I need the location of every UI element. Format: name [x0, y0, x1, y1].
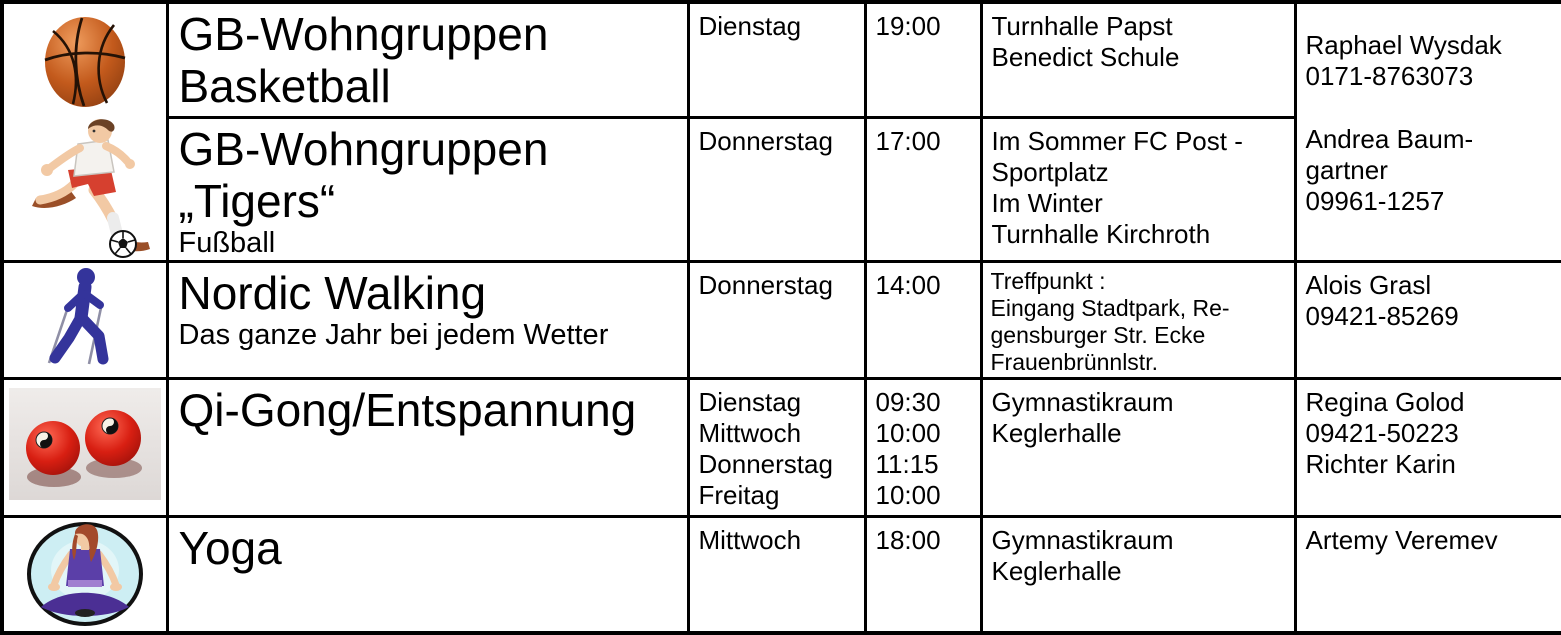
icon-cell-yoga: [0, 514, 169, 635]
location-line: Turnhalle Papst: [991, 11, 1173, 41]
contact-name: Andrea Baum-: [1305, 124, 1474, 154]
time-cell: 17:00: [863, 115, 983, 263]
contact-cell: Regina Golod 09421-50223 Richter Karin: [1293, 376, 1561, 518]
contact-phone: 09421-50223: [1305, 417, 1459, 448]
location-line: Im Winter: [991, 187, 1103, 218]
row-yoga: Yoga Mittwoch 18:00 Gymnastikraum Kegler…: [0, 514, 1561, 635]
time-cell: 14:00: [863, 259, 983, 380]
icon-cell-qi-gong: [0, 376, 169, 518]
row-qi-gong: Qi-Gong/Entspannung Dienstag Mittwoch Do…: [0, 376, 1561, 518]
activity-title-cell: Qi-Gong/Entspannung: [165, 376, 690, 518]
time-label: 11:15: [875, 448, 939, 479]
day-label: Mittwoch: [698, 524, 802, 555]
contact-cell-shared: Raphael Wysdak 0171-8763073 Andrea Baum-…: [1293, 0, 1561, 263]
activity-title-line: „Tigers“: [178, 174, 336, 227]
contact-phone: 09961-1257: [1305, 186, 1445, 216]
location-line: Treffpunkt :: [990, 267, 1106, 294]
icon-cell-wohngruppen: [0, 0, 169, 263]
time-label: 10:00: [875, 417, 941, 448]
location-cell: Treffpunkt : Eingang Stadtpark, Re- gens…: [979, 259, 1297, 380]
contact-cell: Alois Grasl 09421-85269: [1293, 259, 1561, 380]
location-cell: Im Sommer FC Post - Sportplatz Im Winter…: [979, 115, 1297, 263]
time-label: 18:00: [875, 524, 941, 555]
time-label: 09:30: [875, 386, 941, 417]
activity-title-line: Basketball: [178, 60, 391, 112]
contact-phone: 0171-8763073: [1305, 61, 1474, 91]
contact-cell: Artemy Veremev: [1293, 514, 1561, 635]
row-tigers-fussball: GB-Wohngruppen „Tigers“ Fußball Donnerst…: [2, 115, 1561, 263]
qigong-balls-icon: [5, 387, 164, 500]
activity-title-line: Yoga: [178, 521, 282, 574]
day-label: Donnerstag: [698, 269, 833, 300]
soccer-player-icon: [5, 118, 164, 258]
time-label: 14:00: [875, 269, 941, 300]
activity-title-cell: GB-Wohngruppen „Tigers“ Fußball: [165, 115, 690, 263]
activity-title-line: GB-Wohngruppen: [178, 8, 549, 60]
activity-title-cell: Yoga: [165, 514, 690, 635]
location-line: Keglerhalle: [991, 417, 1122, 448]
day-cell: Dienstag: [686, 0, 867, 119]
time-cell: 18:00: [863, 514, 983, 635]
contact-block: Raphael Wysdak 0171-8763073: [1306, 30, 1558, 92]
contact-name: Artemy Veremev: [1305, 524, 1498, 555]
contact-name: Regina Golod: [1305, 386, 1465, 417]
contact-name: Richter Karin: [1305, 448, 1456, 479]
time-cell: 09:30 10:00 11:15 10:00: [863, 376, 983, 518]
activity-title-line: GB-Wohngruppen: [178, 122, 549, 175]
location-line: Gymnastikraum: [991, 386, 1174, 417]
location-cell: Turnhalle Papst Benedict Schule: [979, 0, 1297, 119]
day-cell: Donnerstag: [686, 115, 867, 263]
day-cell: Mittwoch: [686, 514, 867, 635]
location-line: gensburger Str. Ecke: [990, 321, 1206, 348]
activity-title-cell: Nordic Walking Das ganze Jahr bei jedem …: [165, 259, 690, 380]
basketball-icon: [5, 16, 164, 108]
day-label: Donnerstag: [698, 448, 833, 479]
day-label: Freitag: [698, 479, 780, 510]
contact-phone: 09421-85269: [1305, 300, 1459, 331]
day-label: Dienstag: [698, 11, 802, 41]
time-label: 19:00: [875, 11, 941, 41]
contact-name: gartner: [1305, 155, 1388, 185]
day-cell: Donnerstag: [686, 259, 867, 380]
location-line: Sportplatz: [991, 156, 1109, 187]
location-line: Im Sommer FC Post -: [991, 125, 1243, 156]
location-line: Keglerhalle: [991, 555, 1122, 586]
contact-block: Andrea Baum- gartner 09961-1257: [1306, 124, 1558, 217]
location-line: Gymnastikraum: [991, 524, 1174, 555]
icon-cell-nordic-walking: [0, 259, 169, 380]
location-line: Benedict Schule: [991, 42, 1180, 72]
location-line: Turnhalle Kirchroth: [991, 218, 1211, 249]
time-cell: 19:00: [863, 0, 983, 119]
location-cell: Gymnastikraum Keglerhalle: [979, 376, 1297, 518]
contact-name: Alois Grasl: [1305, 269, 1432, 300]
location-cell: Gymnastikraum Keglerhalle: [979, 514, 1297, 635]
day-label: Dienstag: [698, 386, 802, 417]
location-line: Eingang Stadtpark, Re-: [990, 294, 1230, 321]
location-line: Frauenbrünnlstr.: [990, 348, 1158, 375]
contact-name: Raphael Wysdak: [1305, 30, 1502, 60]
activity-title-cell: GB-Wohngruppen Basketball: [165, 0, 690, 119]
activity-subtitle: Das ganze Jahr bei jedem Wetter: [178, 318, 609, 351]
yoga-icon: [5, 521, 164, 626]
activity-subtitle: Fußball: [178, 226, 276, 259]
time-label: 17:00: [875, 125, 941, 156]
day-label: Donnerstag: [698, 125, 833, 156]
day-cell: Dienstag Mittwoch Donnerstag Freitag: [686, 376, 867, 518]
row-basketball: GB-Wohngruppen Basketball Dienstag 19:00…: [0, 0, 1561, 263]
nordic-walker-icon: [5, 267, 164, 367]
day-label: Mittwoch: [698, 417, 802, 448]
row-nordic-walking: Nordic Walking Das ganze Jahr bei jedem …: [0, 259, 1561, 380]
activity-title-line: Qi-Gong/Entspannung: [178, 383, 637, 436]
time-label: 10:00: [875, 479, 941, 510]
activity-title-line: Nordic Walking: [178, 266, 487, 319]
